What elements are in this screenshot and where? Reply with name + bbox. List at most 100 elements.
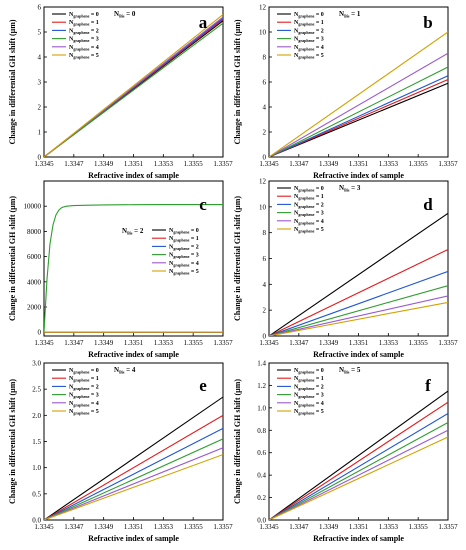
legend-entry: Ngraphene = 0 [69, 368, 99, 375]
series-line-4 [269, 52, 448, 157]
series-line-5 [269, 436, 448, 520]
y-tick-label: 0.0 [257, 517, 266, 525]
legend-entry: Ngraphene = 2 [294, 202, 324, 209]
y-tick-label: 1.4 [257, 360, 266, 368]
series-line-3 [44, 204, 223, 333]
y-tick-label: 6 [263, 79, 267, 87]
x-tick-label: 1.3347 [289, 160, 309, 168]
series-line-5 [269, 301, 448, 336]
series-line-0 [44, 396, 223, 520]
series-line-3 [269, 421, 448, 520]
x-tick-label: 1.3349 [94, 523, 114, 531]
y-tick-label: 8 [263, 54, 267, 62]
series-line-1 [269, 401, 448, 520]
x-tick-label: 1.3353 [154, 523, 174, 531]
x-tick-label: 1.3347 [289, 339, 309, 347]
x-tick-label: 1.3355 [409, 523, 429, 531]
y-tick-label: 0 [263, 333, 267, 341]
x-tick-label: 1.3353 [154, 160, 174, 168]
x-tick-label: 1.3345 [259, 339, 279, 347]
series-line-3 [269, 66, 448, 157]
y-tick-label: 1.0 [32, 464, 41, 472]
legend-entry: Ngraphene = 1 [69, 376, 99, 383]
x-tick-label: 1.3345 [34, 160, 54, 168]
legend-entry: Ngraphene = 1 [169, 236, 199, 243]
x-tick-label: 1.3351 [349, 160, 369, 168]
nbis-annotation: NBis = 3 [339, 184, 361, 193]
x-tick-label: 1.3351 [124, 339, 144, 347]
x-tick-label: 1.3345 [34, 339, 54, 347]
x-axis-label: Refractive index of sample [313, 534, 404, 543]
series-line-0 [269, 212, 448, 336]
legend-entry: Ngraphene = 3 [294, 37, 324, 44]
y-tick-label: 0 [263, 154, 267, 162]
x-tick-label: 1.3357 [213, 523, 233, 531]
legend-entry: Ngraphene = 0 [169, 228, 199, 235]
series-line-3 [44, 438, 223, 520]
series-line-0 [269, 390, 448, 520]
y-tick-label: 12 [259, 4, 267, 12]
series-line-2 [269, 270, 448, 336]
x-tick-label: 1.3345 [259, 523, 279, 531]
legend-entry: Ngraphene = 1 [69, 20, 99, 27]
y-tick-label: 10 [259, 29, 267, 37]
x-tick-label: 1.3357 [438, 339, 458, 347]
x-tick-label: 1.3351 [349, 523, 369, 531]
legend-entry: Ngraphene = 4 [69, 401, 99, 408]
y-tick-label: 0.4 [257, 472, 266, 480]
legend-entry: Ngraphene = 5 [69, 53, 99, 60]
y-tick-label: 12 [259, 178, 267, 186]
series-line-1 [269, 248, 448, 336]
panel-label: b [423, 13, 432, 32]
x-tick-label: 1.3357 [213, 339, 233, 347]
series-group [44, 396, 223, 520]
series-line-1 [44, 414, 223, 520]
legend-entry: Ngraphene = 5 [69, 409, 99, 416]
y-axis-label: Change in differential GH shift (μm) [8, 379, 17, 504]
x-axis-label: Refractive index of sample [313, 171, 404, 180]
y-axis-label: Change in differential GH shift (μm) [8, 19, 17, 144]
y-tick-label: 0 [38, 329, 42, 337]
legend-entry: Ngraphene = 0 [69, 12, 99, 19]
series-line-1 [269, 78, 448, 157]
series-group [269, 390, 448, 520]
legend-entry: Ngraphene = 4 [169, 261, 199, 268]
series-line-2 [269, 75, 448, 157]
chart-panel-d: 1.3345 1.3347 1.3349 1.3351 1.3353 1.3355 1.33… [233, 178, 458, 360]
x-tick-label: 1.3355 [409, 160, 429, 168]
y-tick-label: 0.0 [32, 517, 41, 525]
y-tick-label: 2 [38, 104, 42, 112]
x-tick-label: 1.3351 [349, 339, 369, 347]
legend-entry: Ngraphene = 5 [169, 269, 199, 276]
x-tick-label: 1.3347 [289, 523, 309, 531]
y-tick-label: 0.5 [32, 490, 41, 498]
series-line-3 [269, 285, 448, 336]
series-group [269, 212, 448, 336]
y-tick-label: 6000 [27, 253, 42, 261]
series-group [269, 31, 448, 157]
y-tick-label: 4 [263, 104, 267, 112]
y-axis-label: Change in differential GH shift (μm) [233, 19, 242, 144]
y-tick-label: 8000 [27, 228, 42, 236]
legend-entry: Ngraphene = 2 [69, 28, 99, 35]
x-tick-label: 1.3347 [64, 523, 84, 531]
x-axis-label: Refractive index of sample [88, 350, 179, 359]
y-tick-label: 8 [263, 229, 267, 237]
x-axis-label: Refractive index of sample [313, 350, 404, 359]
y-tick-label: 2.0 [32, 412, 41, 420]
nbis-annotation: NBis = 2 [122, 227, 144, 236]
series-line-2 [44, 427, 223, 520]
legend-entry: Ngraphene = 3 [69, 393, 99, 400]
x-tick-label: 1.3357 [438, 523, 458, 531]
chart-panel-c: 1.3345 1.3347 1.3349 1.3351 1.3353 1.3355 1.33… [8, 180, 233, 359]
legend-entry: Ngraphene = 3 [69, 37, 99, 44]
y-tick-label: 3 [38, 79, 42, 87]
series-line-5 [44, 454, 223, 520]
y-tick-label: 4 [263, 281, 267, 289]
series-line-0 [269, 82, 448, 157]
y-tick-label: 3.0 [32, 360, 41, 368]
x-tick-label: 1.3355 [184, 160, 204, 168]
